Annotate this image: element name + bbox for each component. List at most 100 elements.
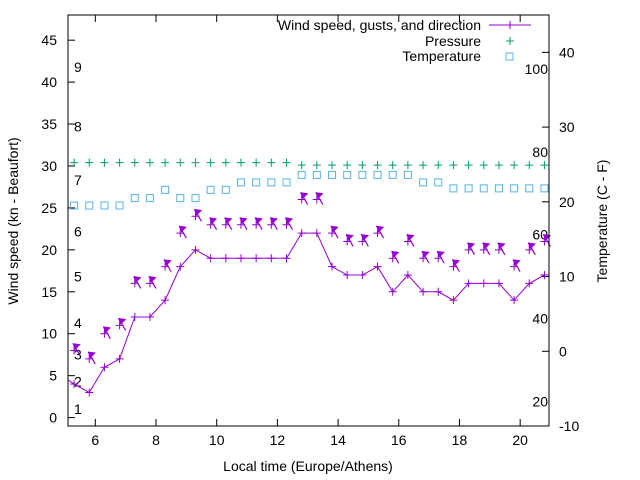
x-tick-label: 14 <box>330 432 346 448</box>
wind-speed-point <box>85 388 94 397</box>
wind-speed-point <box>115 354 124 363</box>
beaufort-label: 8 <box>74 119 82 135</box>
wind-speed-point <box>540 271 549 280</box>
pressure-point <box>236 158 245 167</box>
wind-speed-point <box>343 271 352 280</box>
temperature-point <box>297 170 306 179</box>
pressure-point <box>479 161 488 170</box>
temperature-point <box>419 178 428 187</box>
pressure-point <box>494 161 503 170</box>
gust-arrowhead <box>345 234 354 242</box>
gust-arrowhead <box>467 242 476 250</box>
gust-arrowhead <box>497 242 506 250</box>
y2-axis-label: Temperature (C - F) <box>594 160 610 283</box>
gust-arrowhead <box>285 217 294 225</box>
gust-arrowhead <box>163 259 172 267</box>
gust-arrowhead <box>527 242 536 250</box>
pressure-point <box>449 161 458 170</box>
y-tick-label: 45 <box>41 32 57 48</box>
gust-arrowhead <box>406 234 415 242</box>
pressure-point <box>115 158 124 167</box>
pressure-point <box>388 161 397 170</box>
wind-speed-point <box>297 229 306 238</box>
y-tick-label: 0 <box>49 410 57 426</box>
temperature-point <box>85 201 94 210</box>
beaufort-label: 5 <box>74 269 82 285</box>
temperature-point <box>510 184 519 193</box>
x-tick-label: 18 <box>452 432 468 448</box>
temperature-point <box>479 184 488 193</box>
fahrenheit-label: 100 <box>525 61 549 77</box>
pressure-point <box>464 161 473 170</box>
gust-arrowhead <box>118 317 127 325</box>
temperature-point <box>176 194 185 203</box>
fahrenheit-label: 20 <box>532 393 548 409</box>
x-axis-label: Local time (Europe/Athens) <box>223 458 393 474</box>
wind-speed-line <box>67 232 549 394</box>
temperature-point <box>191 194 200 203</box>
gust-arrowhead <box>102 326 112 334</box>
y-tick-label: 40 <box>41 74 57 90</box>
wind-speed-point <box>282 254 291 263</box>
legend-label-pressure: Pressure <box>425 33 481 49</box>
wind-speed-point <box>145 312 154 321</box>
wind-speed-point <box>70 380 79 389</box>
temperature-point <box>434 178 443 187</box>
pressure-point <box>312 161 321 170</box>
wind-speed-point <box>221 254 230 263</box>
wind-speed-point <box>449 296 458 305</box>
wind-speed-point <box>161 296 170 305</box>
temperature-point <box>221 185 230 194</box>
wind-speed-point <box>191 245 200 254</box>
wind-speed-point <box>373 262 382 271</box>
legend-label-temperature: Temperature <box>402 48 481 64</box>
temperature-point <box>494 184 503 193</box>
wind-speed-point <box>464 279 473 288</box>
pressure-point <box>221 158 230 167</box>
pressure-point <box>510 161 519 170</box>
temperature-point <box>343 170 352 179</box>
gust-arrowhead <box>300 192 309 200</box>
legend-marker-pressure <box>506 37 514 45</box>
pressure-point <box>373 161 382 170</box>
wind-speed-point <box>358 271 367 280</box>
wind-speed-point <box>206 254 215 263</box>
beaufort-label: 2 <box>74 374 82 390</box>
gust-arrowhead <box>72 343 81 351</box>
gust-arrowhead <box>178 225 187 233</box>
gust-arrowhead <box>209 217 218 225</box>
gust-arrowhead <box>315 192 324 200</box>
wind-speed-point <box>100 363 109 372</box>
y-tick-label: 10 <box>41 326 57 342</box>
wind-speed-point <box>510 296 519 305</box>
y-tick-label: 5 <box>49 368 57 384</box>
plot-frame <box>67 14 550 427</box>
gust-arrowhead <box>224 217 233 225</box>
y-tick-label: 15 <box>41 284 57 300</box>
wind-speed-point <box>252 254 261 263</box>
wind-speed-point <box>434 287 443 296</box>
beaufort-label: 7 <box>74 172 82 188</box>
fahrenheit-label: 80 <box>532 144 548 160</box>
gust-arrowhead <box>239 217 248 225</box>
gust-arrowhead <box>391 250 400 258</box>
y2-tick-label: 20 <box>559 194 575 210</box>
y2-tick-label: 30 <box>559 119 575 135</box>
legend-marker-temperature <box>505 52 514 61</box>
pressure-point <box>191 158 200 167</box>
temperature-point <box>267 178 276 187</box>
temperature-point <box>161 185 170 194</box>
gust-arrowhead <box>421 250 430 258</box>
wind-speed-point <box>236 254 245 263</box>
gust-arrowhead <box>254 217 263 225</box>
y2-tick-label: -10 <box>559 418 579 434</box>
pressure-point <box>145 158 154 167</box>
temperature-point <box>130 194 139 203</box>
pressure-point <box>161 158 170 167</box>
wind-speed-point <box>267 254 276 263</box>
pressure-point <box>100 158 109 167</box>
pressure-point <box>176 158 185 167</box>
pressure-point <box>85 158 94 167</box>
beaufort-label: 4 <box>74 315 82 331</box>
